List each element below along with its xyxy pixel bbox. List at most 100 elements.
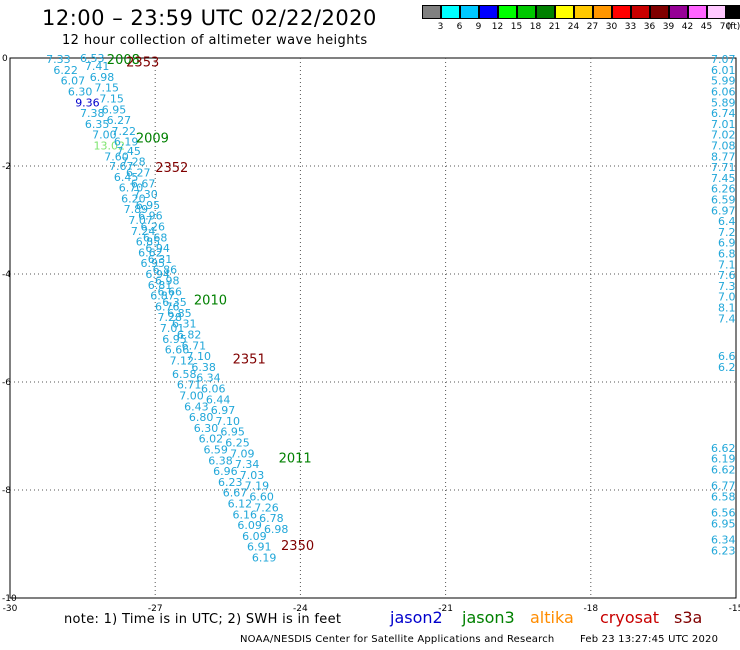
pass-time-label: 2350: [281, 539, 314, 554]
wave-height-value: 7.08: [711, 139, 736, 152]
wave-height-value: 7.89: [124, 203, 149, 216]
wave-height-value: 7.33: [46, 53, 71, 66]
wave-height-value: 6.97: [211, 404, 236, 417]
wave-height-value: 6.20: [121, 192, 146, 205]
wave-height-value: 9.36: [75, 96, 100, 109]
wave-height-value: 7.1: [718, 258, 736, 271]
wave-height-value: 7.10: [216, 415, 241, 428]
wave-height-value: 6.34: [196, 372, 221, 385]
wave-height-value: 7.2: [718, 226, 736, 239]
wave-height-value: 6.38: [208, 454, 233, 467]
wave-height-value: 7.07: [128, 214, 153, 227]
wave-height-value: 5.89: [711, 96, 736, 109]
wave-height-value: 6.87: [150, 290, 175, 303]
wave-height-value: 6.27: [107, 114, 132, 127]
wave-height-value: 7.41: [85, 60, 110, 73]
wave-height-value: 6.31: [172, 318, 197, 331]
wave-height-value: 6.9: [718, 237, 736, 250]
wave-height-value: 6.66: [165, 344, 190, 357]
wave-height-value: 6.85: [167, 307, 192, 320]
wave-height-value: 7.00: [179, 390, 204, 403]
lat-tick-label: 0: [2, 54, 8, 64]
wave-height-value: 7.00: [92, 129, 117, 142]
lat-tick-label: -4: [2, 270, 11, 280]
wave-height-value: 7.30: [133, 188, 158, 201]
scale-swatch: [498, 5, 517, 19]
scale-label: 30: [605, 22, 618, 32]
wave-height-value: 6.19: [114, 136, 139, 149]
scale-swatch: [707, 5, 726, 19]
scale-label: 6: [456, 22, 463, 32]
lon-tick-label: -30: [3, 604, 18, 614]
wave-height-value: 7.03: [240, 469, 265, 482]
scale-swatch: [517, 5, 536, 19]
wave-height-value: 6.26: [141, 220, 166, 233]
wave-height-value: 6.12: [228, 498, 253, 511]
scale-label: 15: [510, 22, 523, 32]
wave-height-value: 6.95: [220, 426, 245, 439]
wave-height-value: 6.94: [145, 242, 170, 255]
satellite-legend-jason2: jason2: [390, 608, 443, 627]
lat-tick-label: -8: [2, 486, 11, 496]
wave-height-value: 6.70: [119, 182, 144, 195]
wave-height-value: 7.15: [95, 82, 120, 95]
scale-swatch: [422, 5, 441, 19]
wave-height-value: 6.98: [90, 71, 115, 84]
satellite-legend-s3a: s3a: [674, 608, 703, 627]
wave-height-value: 6.67: [223, 487, 248, 500]
wave-height-value: 7.28: [121, 156, 146, 169]
wave-height-value: 6.25: [225, 436, 250, 449]
wave-height-value: 7.12: [170, 354, 195, 367]
wave-height-value: 6.4: [718, 215, 736, 228]
satellite-legend-jason3: jason3: [462, 608, 515, 627]
footnote: note: 1) Time is in UTC; 2) SWH is in fe…: [64, 612, 342, 627]
wave-height-value: 6.81: [148, 279, 173, 292]
wave-height-value: 6.23: [711, 544, 736, 557]
wave-height-value: 6.35: [162, 296, 187, 309]
scale-label: 33: [624, 22, 637, 32]
scale-swatch: [726, 5, 740, 19]
wave-height-value: 6.77: [711, 480, 736, 493]
wave-height-value: 6.16: [232, 508, 257, 521]
wave-height-value: 7.0: [718, 291, 736, 304]
scale-swatch: [460, 5, 479, 19]
footer-timestamp: Feb 23 13:27:45 UTC 2020: [580, 634, 719, 645]
page-subtitle: 12 hour collection of altimeter wave hei…: [62, 33, 368, 48]
wave-height-value: 6.95: [136, 199, 161, 212]
wave-height-value: 6.85: [136, 236, 161, 249]
wave-height-value: 6.8: [718, 247, 736, 260]
wave-height-value: 6.98: [155, 274, 180, 287]
wave-height-value: 6.02: [199, 433, 224, 446]
wave-height-value: 6.22: [53, 64, 78, 77]
wave-height-value: 6.95: [141, 257, 166, 270]
scale-label: 18: [529, 22, 542, 32]
scale-label: 21: [548, 22, 561, 32]
wave-height-value: 6.67: [131, 177, 156, 190]
wave-height-value: 7.38: [80, 107, 105, 120]
pass-time-label: 2009: [136, 131, 169, 146]
pass-time-label: 2008: [107, 53, 140, 68]
lat-tick-label: -10: [2, 594, 17, 604]
wave-height-value: 6.80: [189, 411, 214, 424]
wave-height-value: 13.02: [93, 139, 125, 152]
wave-height-value: 6.86: [153, 264, 178, 277]
wave-height-value: 6.96: [138, 210, 163, 223]
scale-label: 27: [586, 22, 599, 32]
wave-height-value: 6.19: [252, 552, 277, 565]
wave-height-value: 6.58: [172, 368, 197, 381]
wave-height-value: 6.60: [249, 490, 274, 503]
wave-height-value: 6.01: [711, 64, 736, 77]
wave-height-value: 7.28: [157, 311, 182, 324]
wave-height-value: 6.76: [155, 300, 180, 313]
wave-height-value: 7.10: [187, 350, 212, 363]
wave-height-value: 6.97: [711, 204, 736, 217]
scale-swatch: [631, 5, 650, 19]
wave-height-value: 7.15: [99, 93, 124, 106]
scale-label: 24: [567, 22, 580, 32]
wave-height-value: 6.62: [711, 463, 736, 476]
wave-height-value: 7.6: [718, 269, 736, 282]
lat-tick-label: -2: [2, 162, 11, 172]
wave-height-value: 7.22: [111, 125, 136, 138]
pass-time-label: 2011: [279, 452, 312, 467]
